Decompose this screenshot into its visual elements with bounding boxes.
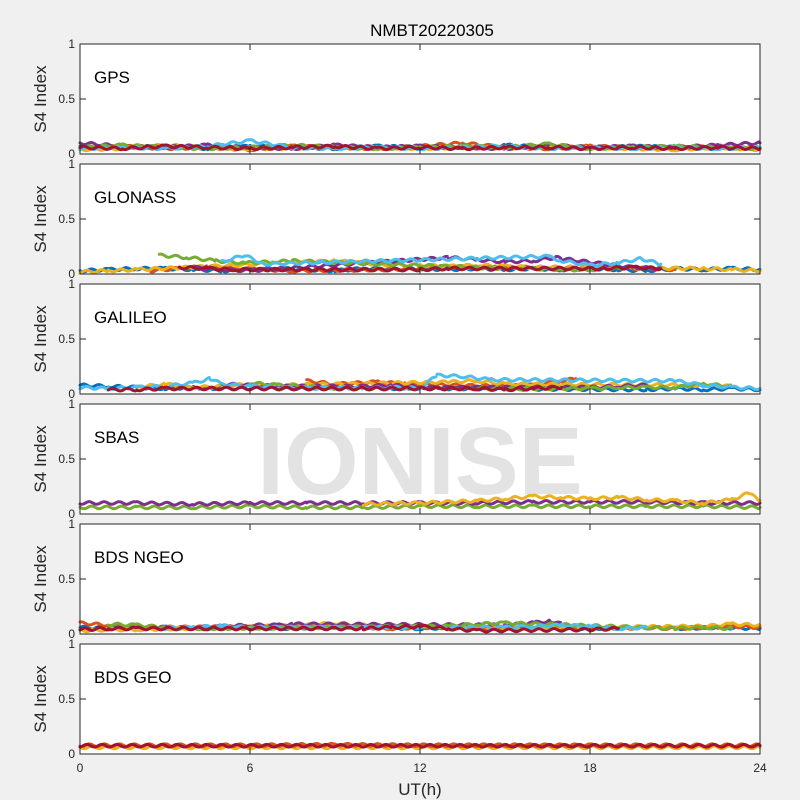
panel-label: GPS <box>94 68 130 87</box>
y-axis-label: S4 Index <box>31 65 50 133</box>
figure-title: NMBT20220305 <box>370 21 494 40</box>
data-series-group <box>78 138 762 153</box>
y-tick-label: 0.5 <box>58 92 75 106</box>
axes-background <box>80 44 760 154</box>
y-tick-label: 1 <box>68 37 75 51</box>
